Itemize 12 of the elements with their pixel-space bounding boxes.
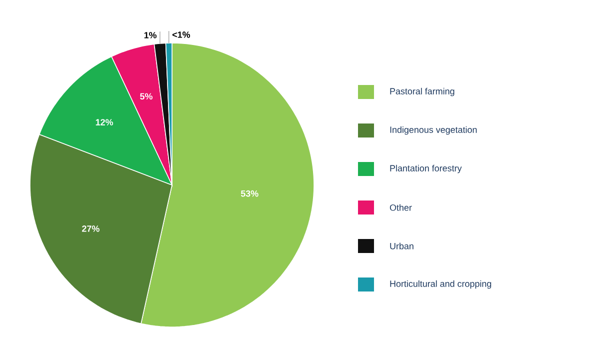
- data-label: <1%: [172, 32, 190, 38]
- data-label: 1%: [144, 32, 157, 38]
- legend-label: Horticultural and cropping: [390, 280, 492, 289]
- legend-label: Plantation forestry: [390, 164, 462, 174]
- data-label: 5%: [140, 93, 152, 100]
- data-label: 53%: [240, 190, 258, 197]
- legend-label: Urban: [390, 242, 414, 250]
- data-label: 12%: [96, 119, 114, 126]
- legend-label: Pastoral farming: [390, 88, 454, 96]
- data-label: 27%: [82, 226, 100, 232]
- legend-label: Indigenous vegetation: [390, 126, 477, 135]
- legend-label: Other: [390, 204, 412, 211]
